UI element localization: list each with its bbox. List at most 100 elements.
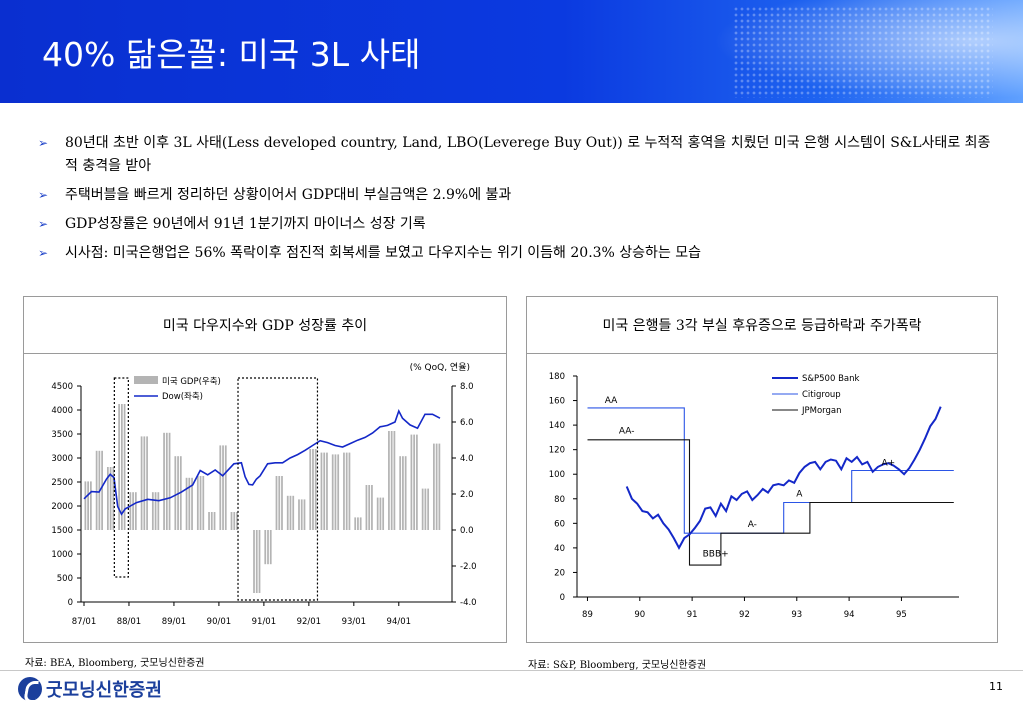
legend-citigroup-label: Citigroup <box>802 390 841 400</box>
gdp-bar-stripe <box>163 432 165 530</box>
legend-gdp-label: 미국 GDP(우축) <box>162 377 221 387</box>
gdp-bar-stripe <box>427 488 430 530</box>
gdp-bar-stripe <box>323 452 326 530</box>
gdp-bar <box>410 434 418 530</box>
company-logo: 굿모닝신한증권 <box>18 676 162 702</box>
x-tick-label: 91/01 <box>252 617 277 627</box>
gdp-bar-stripe <box>435 443 438 530</box>
gdp-bar-stripe <box>199 476 202 530</box>
gdp-bar-stripe <box>286 495 289 530</box>
gdp-bar-stripe <box>95 450 98 530</box>
gdp-bar <box>343 452 351 530</box>
highlight-box-1987 <box>113 377 129 578</box>
gdp-bar <box>264 530 272 565</box>
gdp-bar-stripe <box>371 485 373 530</box>
right-y-tick-label: -4.0 <box>460 598 477 608</box>
rating-label: BBB+ <box>703 549 729 559</box>
right-chart-source: 자료: S&P, Bloomberg, 굿모닝신한증권 <box>528 660 707 671</box>
gdp-bar <box>118 404 126 530</box>
citigroup-line <box>587 407 954 534</box>
gdp-bar-stripe <box>275 476 278 530</box>
gdp-bar-stripe <box>185 477 188 530</box>
bullet-text: 80년대 초반 이후 3L 사태(Less developed country,… <box>65 135 991 174</box>
bullet-arrow-icon: ➢ <box>38 188 49 202</box>
gdp-bar-stripe <box>416 434 418 530</box>
gdp-bar-stripe <box>87 481 89 530</box>
gdp-bar-stripe <box>132 492 134 530</box>
gdp-bar <box>421 488 430 530</box>
x-tick-label: 94 <box>844 610 855 620</box>
gdp-bar-stripe <box>289 495 292 530</box>
gdp-bar <box>433 443 441 530</box>
gdp-bar-stripe <box>219 445 222 530</box>
gdp-bar-stripe <box>264 530 267 565</box>
gdp-bar-stripe <box>292 495 295 530</box>
slide-header: 40% 닮은꼴: 미국 3L 사태 <box>0 0 1023 103</box>
gdp-bar-stripe <box>334 454 337 530</box>
gdp-bar-stripe <box>129 492 132 530</box>
dow-line <box>83 408 441 516</box>
x-tick-label: 89 <box>582 610 593 620</box>
left-y-tick-label: 2500 <box>51 478 73 488</box>
gdp-bar <box>163 432 171 530</box>
gdp-bar-stripe <box>106 467 109 530</box>
gdp-bar-stripe <box>208 512 210 530</box>
gdp-bar-stripe <box>348 452 351 530</box>
gdp-bar <box>388 431 396 530</box>
x-tick-label: 92 <box>739 610 750 620</box>
gdp-bar-stripe <box>253 530 255 593</box>
gdp-bar-stripe <box>388 431 390 530</box>
unit-label: (% QoQ, 연율) <box>410 362 470 373</box>
gdp-bar-stripe <box>134 492 137 530</box>
x-tick-label: 91 <box>687 610 698 620</box>
gdp-bar-stripe <box>146 436 148 530</box>
gdp-bar-stripe <box>236 512 238 530</box>
gdp-bar-stripe <box>202 476 205 530</box>
gdp-bar-stripe <box>112 467 115 530</box>
gdp-bar-stripe <box>298 499 300 530</box>
gdp-bar-stripe <box>357 517 359 530</box>
gdp-bar-stripe <box>326 452 328 530</box>
x-tick-label: 90 <box>634 610 645 620</box>
gdp-bar-stripe <box>120 404 123 530</box>
right-y-tick-label: 2.0 <box>460 490 474 500</box>
gdp-bar-stripe <box>123 404 126 530</box>
gdp-bar-stripe <box>399 456 402 530</box>
gdp-bar-stripe <box>233 512 236 530</box>
gdp-bar-stripe <box>354 517 357 530</box>
x-tick-label: 89/01 <box>162 617 187 627</box>
gdp-bar-stripe <box>281 476 283 530</box>
gdp-bar-stripe <box>413 434 416 530</box>
left-y-tick-label: 4000 <box>51 406 73 416</box>
gdp-bar-stripe <box>337 454 340 530</box>
gdp-bar-stripe <box>269 530 272 565</box>
bullet-arrow-icon: ➢ <box>38 136 49 150</box>
legend-dow-label: Dow(좌축) <box>162 392 203 402</box>
x-tick-label: 88/01 <box>117 617 142 627</box>
logo-text: 굿모닝신한증권 <box>46 680 162 701</box>
highlight-box-1990 <box>237 377 319 601</box>
gdp-bar-stripe <box>267 530 269 565</box>
gdp-bar-stripe <box>143 436 146 530</box>
left-y-tick-label: 1000 <box>51 550 73 560</box>
gdp-bar-stripe <box>154 492 157 530</box>
gdp-bar-stripe <box>101 450 103 530</box>
y-tick-label: 140 <box>549 421 565 431</box>
y-tick-label: 0 <box>560 593 565 603</box>
gdp-bar-stripe <box>278 476 281 530</box>
x-tick-label: 95 <box>896 610 907 620</box>
left-chart-title: 미국 다우지수와 GDP 성장률 추이 <box>24 297 506 354</box>
slide-title: 40% 닮은꼴: 미국 3L 사태 <box>42 35 421 74</box>
left-y-tick-label: 0 <box>68 598 73 608</box>
gdp-bar-stripe <box>345 452 348 530</box>
gdp-bar-stripe <box>309 449 312 530</box>
rating-label: AA- <box>619 427 635 437</box>
gdp-bar-stripe <box>314 449 317 530</box>
left-y-tick-label: 3500 <box>51 430 73 440</box>
gdp-bar-stripe <box>424 488 427 530</box>
x-tick-label: 92/01 <box>297 617 322 627</box>
gdp-bar-stripe <box>196 476 199 530</box>
left-y-tick-label: 1500 <box>51 526 73 536</box>
gdp-bar <box>185 477 193 530</box>
